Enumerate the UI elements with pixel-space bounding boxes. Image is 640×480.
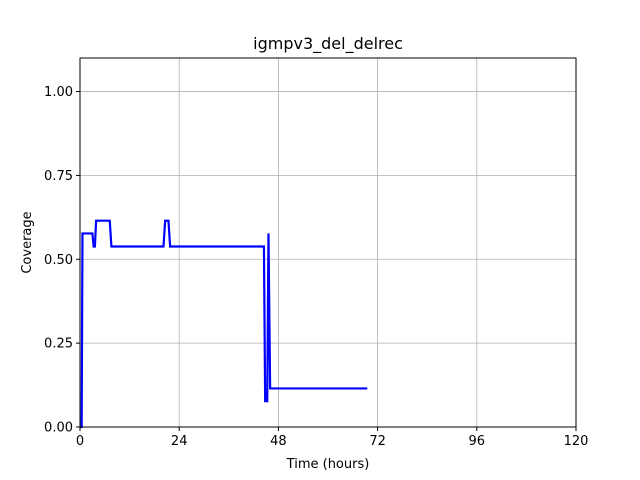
plot-frame bbox=[79, 57, 577, 428]
y-tick-label: 1.00 bbox=[44, 85, 73, 100]
y-tick-label: 0.25 bbox=[44, 337, 73, 352]
y-tick-label: 0.00 bbox=[44, 421, 73, 436]
series-line bbox=[80, 219, 368, 429]
x-tick-label: 72 bbox=[369, 434, 386, 449]
axis-ticks: 0 24 48 72 96 120 0.00 0.25 0.50 0.75 1.00 bbox=[44, 85, 588, 449]
series-layer bbox=[80, 219, 368, 429]
y-tick-label: 0.75 bbox=[44, 169, 73, 184]
x-tick-label: 24 bbox=[171, 434, 188, 449]
x-axis-label: Time (hours) bbox=[286, 457, 370, 472]
y-tick-label: 0.50 bbox=[44, 253, 73, 268]
chart-title: igmpv3_del_delrec bbox=[253, 34, 403, 54]
y-axis-label: Coverage bbox=[20, 211, 35, 273]
grid bbox=[79, 58, 577, 428]
x-tick-label: 0 bbox=[76, 434, 84, 449]
x-tick-label: 96 bbox=[469, 434, 486, 449]
x-tick-label: 48 bbox=[270, 434, 287, 449]
x-tick-label: 120 bbox=[564, 434, 589, 449]
